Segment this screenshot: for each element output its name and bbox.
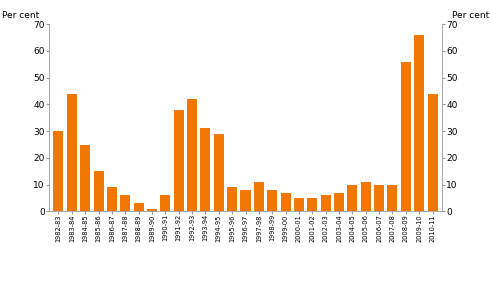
- Bar: [401, 62, 411, 211]
- Bar: [334, 193, 344, 211]
- Bar: [174, 110, 184, 211]
- Bar: [321, 195, 330, 211]
- Bar: [414, 35, 424, 211]
- Bar: [200, 128, 211, 211]
- Bar: [374, 185, 384, 211]
- Text: Per cent: Per cent: [452, 11, 489, 21]
- Bar: [307, 198, 317, 211]
- Bar: [54, 131, 63, 211]
- Bar: [67, 94, 77, 211]
- Bar: [347, 185, 357, 211]
- Bar: [280, 193, 291, 211]
- Bar: [214, 134, 224, 211]
- Bar: [107, 187, 117, 211]
- Bar: [361, 182, 371, 211]
- Text: Per cent: Per cent: [2, 11, 39, 21]
- Bar: [134, 203, 144, 211]
- Bar: [387, 185, 398, 211]
- Bar: [294, 198, 304, 211]
- Bar: [227, 187, 237, 211]
- Bar: [93, 171, 104, 211]
- Bar: [267, 190, 277, 211]
- Bar: [161, 195, 170, 211]
- Bar: [428, 94, 437, 211]
- Bar: [120, 195, 130, 211]
- Bar: [147, 209, 157, 211]
- Bar: [254, 182, 264, 211]
- Bar: [187, 99, 197, 211]
- Bar: [80, 145, 90, 211]
- Bar: [241, 190, 250, 211]
